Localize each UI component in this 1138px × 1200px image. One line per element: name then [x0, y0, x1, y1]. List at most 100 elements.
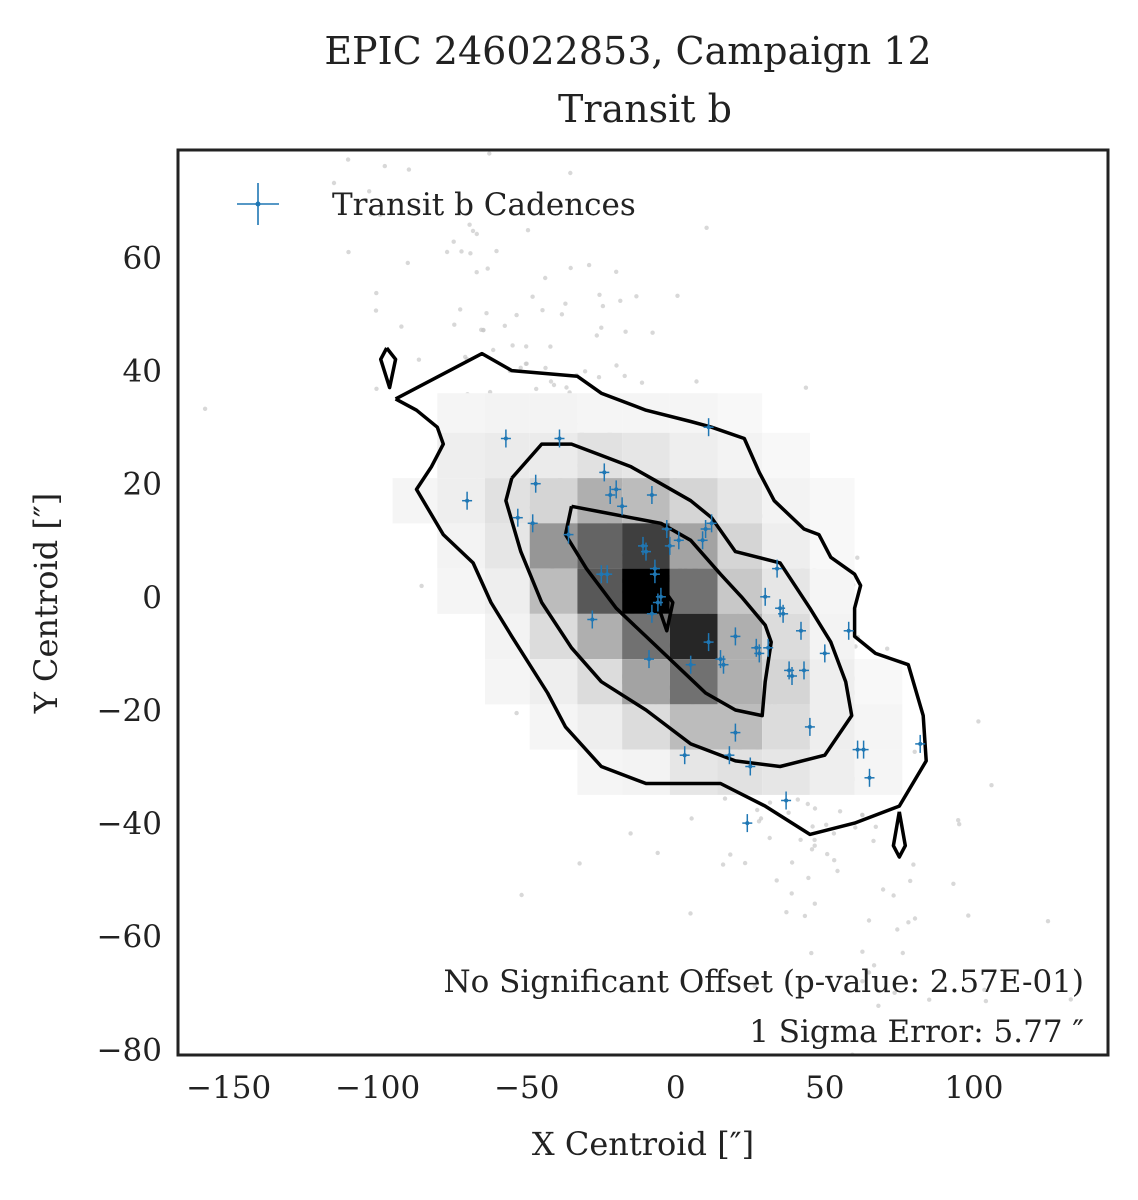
density-cell	[437, 523, 485, 569]
background-point	[795, 797, 800, 802]
transit-cadence-point	[599, 463, 610, 482]
density-cell	[485, 523, 530, 569]
density-cell	[577, 704, 623, 750]
background-point	[458, 307, 463, 312]
transit-cadence-point	[554, 429, 565, 448]
background-point	[382, 163, 387, 169]
density-cell	[485, 432, 530, 479]
background-point	[568, 170, 573, 176]
density-cell	[529, 523, 578, 569]
density-cell	[854, 659, 903, 705]
density-cell	[437, 393, 485, 433]
transit-cadence-point	[649, 565, 660, 584]
background-point	[563, 301, 568, 306]
density-cell	[622, 568, 670, 614]
density-cell	[717, 432, 763, 479]
background-point	[459, 249, 464, 254]
background-point	[866, 970, 872, 975]
transit-cadence-point	[799, 661, 809, 680]
transit-cadence-point	[530, 474, 541, 493]
background-point	[373, 308, 379, 313]
background-point	[491, 347, 496, 353]
transit-cadence-point	[611, 480, 622, 499]
background-point	[837, 809, 843, 814]
background-point	[599, 325, 604, 330]
background-point	[485, 266, 490, 271]
background-point	[789, 891, 794, 896]
density-cell	[854, 749, 903, 795]
density-cell	[809, 568, 855, 614]
background-point	[623, 329, 628, 334]
transit-cadence-point	[781, 791, 792, 810]
transit-cadence-point	[679, 746, 690, 765]
background-point	[895, 927, 900, 932]
background-point	[484, 311, 489, 316]
transit-cadence-point	[596, 565, 607, 584]
background-point	[871, 838, 876, 844]
transit-cadence-point	[742, 814, 753, 833]
background-point	[860, 979, 865, 984]
transit-cadence-point	[664, 536, 675, 555]
transit-cadence-point	[646, 604, 657, 623]
background-point	[331, 180, 337, 186]
transit-cadence-point	[512, 508, 523, 527]
background-point	[983, 998, 989, 1004]
background-point	[675, 293, 680, 298]
density-cell	[577, 613, 623, 660]
background-point	[534, 386, 539, 392]
y-tick-label: 0	[142, 580, 162, 616]
background-point	[564, 385, 569, 390]
density-cell	[762, 704, 810, 750]
background-point	[891, 893, 896, 898]
background-point	[597, 292, 602, 297]
background-point	[577, 861, 582, 866]
background-point	[704, 225, 709, 230]
background-point	[406, 167, 412, 172]
transit-cadence-point	[787, 667, 797, 685]
density-cell	[437, 432, 485, 479]
contour-island	[891, 811, 908, 859]
x-tick-label: −100	[335, 1070, 420, 1106]
background-point	[519, 892, 524, 898]
y-tick-label: −80	[97, 1032, 162, 1068]
density-cell	[762, 659, 810, 705]
background-point	[622, 373, 627, 379]
background-point	[525, 228, 531, 233]
x-axis-ticks: −150 −100 −50 0 50 100	[186, 1070, 1003, 1106]
transit-cadence-point	[778, 604, 789, 623]
background-point	[639, 380, 645, 385]
density-cell	[485, 393, 530, 433]
sigma-error-annotation: 1 Sigma Error: 5.77 ″	[749, 1014, 1084, 1050]
transit-cadence-point	[730, 627, 741, 646]
background-point	[802, 913, 808, 919]
background-point	[628, 831, 633, 836]
density-cell	[622, 659, 670, 705]
background-point	[399, 324, 404, 329]
background-point	[860, 949, 865, 954]
background-point	[346, 249, 351, 255]
background-point	[824, 822, 829, 827]
background-point	[951, 881, 956, 886]
transit-cadence-point	[685, 655, 696, 674]
background-point	[540, 308, 545, 313]
chart-subtitle: Transit b	[558, 87, 732, 131]
background-point	[720, 862, 726, 867]
x-tick-label: −50	[494, 1070, 559, 1106]
transit-cadence-point	[661, 520, 672, 538]
background-point	[1068, 997, 1074, 1002]
background-point	[374, 290, 379, 296]
background-point	[803, 385, 809, 390]
density-cell	[577, 478, 623, 524]
background-point	[548, 344, 553, 349]
contour-middle	[504, 442, 854, 769]
background-point	[600, 303, 606, 309]
density-cell	[854, 704, 903, 750]
transit-cadence-point	[772, 559, 783, 578]
transit-cadence-point	[462, 491, 473, 510]
transit-cadence-point	[617, 497, 628, 516]
density-cell	[577, 523, 623, 569]
background-point	[866, 918, 872, 923]
background-point	[514, 312, 519, 318]
transit-cadence-point	[843, 621, 854, 640]
